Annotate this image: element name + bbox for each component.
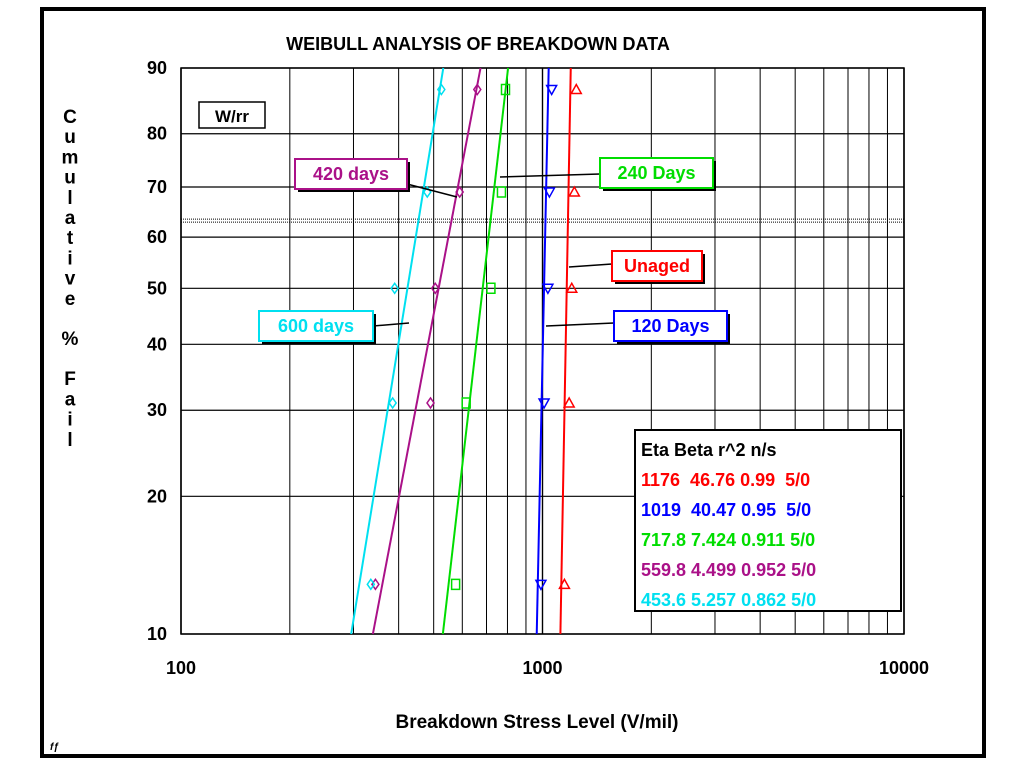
plot-border — [180, 67, 905, 635]
y-axis-label-letter: u — [64, 127, 76, 148]
data-point — [545, 84, 558, 97]
y-tick-label: 40 — [147, 334, 167, 354]
data-point — [486, 282, 496, 295]
y-axis-label-letter: C — [63, 107, 77, 128]
y-axis-label-letter: t — [67, 228, 74, 249]
y-axis-label-letter: e — [65, 289, 76, 310]
series-label: 240 Days — [617, 163, 695, 183]
y-tick-label: 60 — [147, 227, 167, 247]
callout-box — [258, 310, 374, 342]
table-row: 453.6 5.257 0.862 5/0 — [641, 590, 816, 610]
table-row: 1176 46.76 0.99 5/0 — [641, 470, 810, 490]
callout-leader — [568, 263, 613, 268]
y-tick-label: 10 — [147, 624, 167, 644]
y-axis-label-letter: l — [67, 188, 72, 209]
fit-line — [559, 67, 572, 635]
data-point — [537, 398, 551, 410]
data-point — [426, 396, 435, 410]
data-point — [541, 283, 555, 295]
y-tick-label: 70 — [147, 177, 167, 197]
y-axis-label-letter: u — [64, 168, 76, 189]
data-point — [455, 185, 465, 199]
data-point — [472, 83, 482, 96]
data-point — [366, 578, 376, 591]
callout-box — [599, 157, 714, 189]
callout-leader — [545, 322, 615, 327]
data-point — [436, 83, 446, 96]
callout-box — [611, 250, 703, 282]
chart-title: WEIBULL ANALYSIS OF BREAKDOWN DATA — [286, 34, 670, 54]
x-tick-label: 1000 — [522, 658, 562, 678]
data-point — [562, 396, 576, 408]
fit-line — [371, 67, 482, 635]
table-row: 559.8 4.499 0.952 5/0 — [641, 560, 816, 580]
y-axis-label-letter: % — [62, 329, 79, 350]
data-point — [496, 186, 507, 198]
data-point — [450, 578, 461, 591]
results-table — [634, 429, 902, 612]
y-tick-label: 50 — [147, 278, 167, 298]
table-header: Eta Beta r^2 n/s — [641, 440, 777, 460]
series-label: 420 days — [313, 164, 389, 184]
data-point — [430, 281, 440, 295]
table-row: 717.8 7.424 0.911 5/0 — [641, 530, 815, 550]
corner-mark: fƒ — [50, 742, 59, 753]
fit-line — [350, 67, 445, 635]
series-label: 120 Days — [631, 316, 709, 336]
callout-box — [294, 158, 408, 190]
y-axis-label-letter: l — [67, 430, 72, 451]
table-row: 1019 40.47 0.95 5/0 — [641, 500, 811, 520]
y-axis-label-letter: i — [67, 248, 72, 269]
y-axis-label-letter: v — [65, 269, 76, 290]
method-box — [198, 101, 266, 129]
y-tick-label: 30 — [147, 400, 167, 420]
y-axis-label-letter: a — [65, 389, 76, 410]
method-label: W/rr — [215, 107, 249, 126]
x-tick-label: 10000 — [879, 658, 929, 678]
fit-line — [535, 67, 550, 635]
data-point — [500, 83, 511, 96]
y-axis-label-letter: F — [64, 369, 76, 390]
data-point — [565, 281, 579, 294]
y-tick-label: 80 — [147, 124, 167, 144]
data-point — [568, 185, 581, 197]
callout-box — [613, 310, 728, 342]
data-point — [390, 281, 400, 295]
y-axis-label-letter: m — [62, 147, 79, 168]
series-label: 600 days — [278, 316, 354, 336]
data-point — [461, 397, 471, 409]
fit-line — [441, 67, 510, 635]
y-tick-label: 90 — [147, 58, 167, 78]
x-axis-label: Breakdown Stress Level (V/mil) — [396, 712, 679, 733]
data-point — [558, 577, 571, 590]
callout-leader — [372, 322, 410, 327]
data-point — [534, 579, 548, 591]
data-point — [543, 187, 556, 199]
callout-leader — [406, 183, 458, 198]
y-axis-label-letter: a — [65, 208, 76, 229]
series-label: Unaged — [624, 256, 690, 276]
x-tick-label: 100 — [166, 658, 196, 678]
y-axis-label-letter: i — [67, 410, 72, 431]
data-point — [569, 82, 583, 95]
callout-leader — [499, 173, 601, 178]
data-point — [388, 396, 398, 410]
y-tick-label: 20 — [147, 486, 167, 506]
